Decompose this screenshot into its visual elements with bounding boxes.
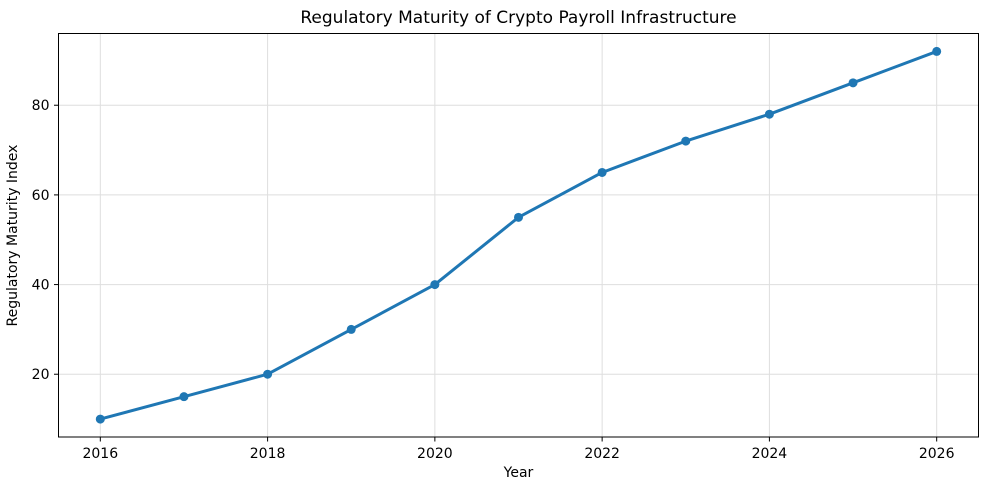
x-tick-label: 2026 [919,446,955,462]
y-tick-label: 20 [32,367,50,383]
data-point [346,324,356,334]
data-point [95,414,105,424]
x-tick-label: 2016 [82,446,118,462]
x-tick-label: 2020 [417,446,453,462]
y-axis-label: Regulatory Maturity Index [5,145,21,327]
x-tick-label: 2018 [250,446,286,462]
data-point [430,280,440,290]
y-tick-labels: 20 40 60 80 [32,98,50,383]
data-points [95,46,942,424]
x-tick-labels: 2016 2018 2020 2022 2024 2026 [82,446,954,462]
data-point [848,78,858,88]
plot-border [58,33,979,438]
gridlines [58,33,979,437]
y-tick-label: 80 [32,98,50,114]
data-point [932,46,942,56]
data-line [98,49,939,421]
x-tick-label: 2024 [752,446,788,462]
x-tick-label: 2022 [584,446,620,462]
y-tick-label: 60 [32,188,50,204]
data-point [764,109,774,119]
data-point [514,212,523,222]
data-point [263,369,273,379]
axis-tick-marks [54,104,938,442]
y-tick-label: 40 [32,278,50,294]
chart-title: Regulatory Maturity of Crypto Payroll In… [300,8,736,28]
x-axis-label: Year [503,465,534,481]
data-point [597,167,607,177]
data-point [681,136,691,146]
data-point [179,392,189,402]
